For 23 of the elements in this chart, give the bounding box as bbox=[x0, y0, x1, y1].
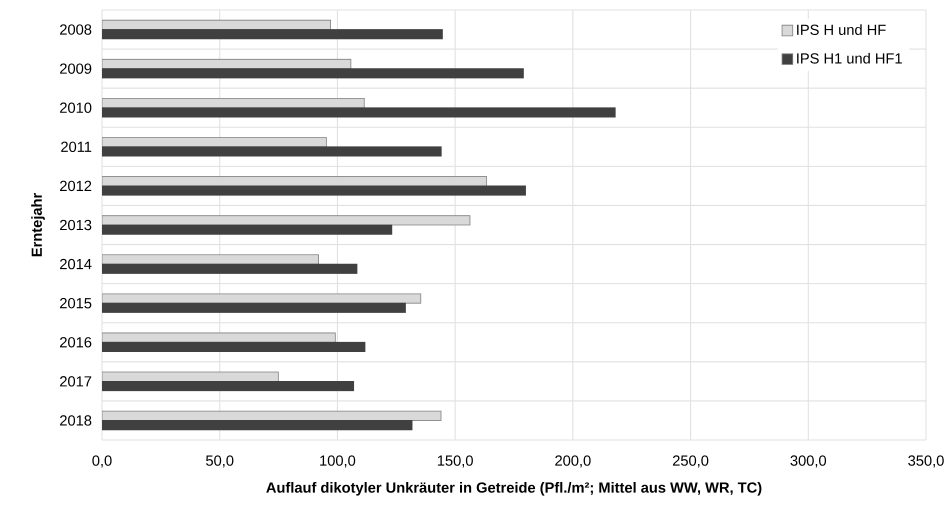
x-tick-label: 50,0 bbox=[206, 455, 234, 468]
y-axis-title: Erntejahr bbox=[31, 193, 45, 256]
x-tick-label: 200,0 bbox=[555, 455, 591, 468]
y-tick-label: 2017 bbox=[60, 376, 92, 387]
x-tick-label: 250,0 bbox=[672, 455, 708, 468]
x-tick-label: 0,0 bbox=[92, 455, 112, 468]
legend-label: IPS H und HF bbox=[797, 24, 886, 35]
y-tick-label: 2016 bbox=[60, 337, 92, 348]
y-tick-label: 2014 bbox=[60, 258, 92, 270]
y-tick-label: 2013 bbox=[60, 220, 92, 230]
legend-label: IPS H1 und HF1 bbox=[797, 52, 902, 64]
x-tick-label: 300,0 bbox=[790, 455, 826, 468]
y-tick-label: 2008 bbox=[60, 24, 92, 35]
x-axis-title: Auflauf dikotyler Unkräuter in Getreide (Pfl./m²; Mittel aus WW, WR, TC) bbox=[266, 482, 762, 496]
y-tick-label: 2015 bbox=[60, 298, 92, 308]
y-tick-label: 2010 bbox=[60, 102, 92, 113]
x-tick-label: 350,0 bbox=[908, 455, 944, 468]
y-tick-label: 2012 bbox=[60, 180, 92, 192]
y-tick-label: 2018 bbox=[60, 415, 92, 426]
y-tick-label: 2011 bbox=[61, 142, 92, 152]
x-tick-label: 100,0 bbox=[320, 455, 356, 468]
y-tick-label: 2009 bbox=[60, 63, 92, 74]
x-tick-label: 150,0 bbox=[438, 455, 473, 468]
